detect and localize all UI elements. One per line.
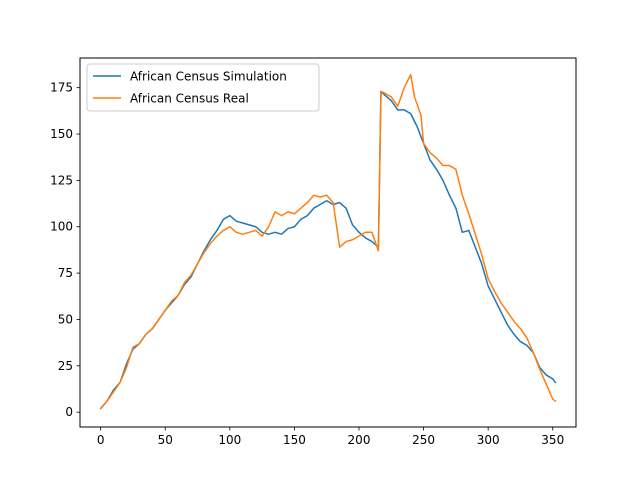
y-tick-label: 175 (50, 81, 73, 95)
y-axis: 0 25 50 75 100 125 150 175 (50, 81, 80, 419)
y-tick-label: 125 (50, 173, 73, 187)
y-tick-label: 25 (58, 359, 73, 373)
legend-label-2: African Census Real (130, 92, 249, 106)
y-tick-label: 50 (58, 312, 73, 326)
y-tick-label: 75 (58, 266, 73, 280)
series-layer (99, 73, 557, 410)
x-tick-label: 0 (97, 433, 105, 447)
axes-frame (79, 57, 577, 428)
x-tick-label: 200 (348, 433, 371, 447)
legend-box (86, 63, 320, 112)
y-tick-label: 0 (65, 405, 73, 419)
x-axis: 0 50 100 150 200 250 300 350 (97, 427, 564, 447)
y-tick-label: 150 (50, 127, 73, 141)
legend-label-1: African Census Simulation (130, 70, 287, 84)
y-tick-label: 100 (50, 220, 73, 234)
x-tick-label: 350 (541, 433, 564, 447)
x-tick-label: 100 (218, 433, 241, 447)
x-tick-label: 150 (283, 433, 306, 447)
x-tick-label: 50 (158, 433, 173, 447)
x-tick-label: 300 (477, 433, 500, 447)
series-line-2 (99, 73, 557, 410)
x-tick-label: 250 (412, 433, 435, 447)
legend: African Census Simulation African Census … (86, 63, 320, 112)
